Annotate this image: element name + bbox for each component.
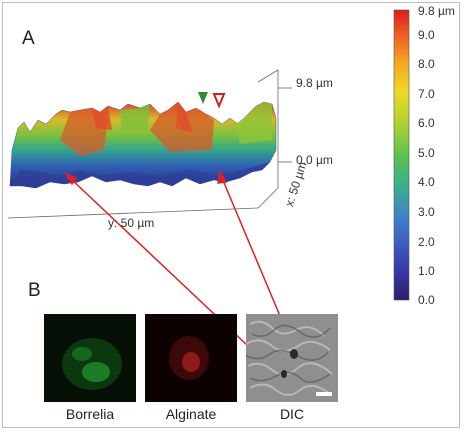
scale-bar: [316, 392, 332, 396]
panel-a-label: A: [22, 28, 35, 49]
panel-b-label: B: [28, 280, 41, 301]
colorbar-tick: 9.0: [418, 28, 435, 42]
z-zero-label: 0.0 µm: [296, 153, 333, 167]
y-axis-label: y: 50 µm: [108, 216, 155, 230]
borrelia-label: Borrelia: [65, 406, 115, 422]
figure-frame: [2, 2, 460, 428]
alginate-image: [145, 314, 237, 402]
plot-box-lines: [7, 69, 292, 219]
borrelia-image: [44, 314, 136, 402]
colorbar-tick: 9.8 µm: [418, 4, 455, 18]
colorbar: [393, 9, 410, 301]
colorbar-tick: 2.0: [418, 235, 435, 249]
colorbar-tick: 0.0: [418, 293, 435, 307]
dic-image: [246, 314, 338, 402]
z-top-label: 9.8 µm: [296, 76, 333, 90]
colorbar-tick: 4.0: [418, 175, 435, 189]
colorbar-tick: 1.0: [418, 264, 435, 278]
red-marker-icon: [212, 93, 226, 109]
colorbar-tick: 3.0: [418, 205, 435, 219]
colorbar-tick: 7.0: [418, 87, 435, 101]
alginate-label: Alginate: [165, 406, 217, 422]
surface-peaks: [12, 102, 272, 188]
green-marker-icon: [198, 92, 208, 104]
colorbar-tick: 8.0: [418, 57, 435, 71]
dic-label: DIC: [279, 406, 305, 422]
colorbar-tick: 6.0: [418, 116, 435, 130]
colorbar-tick: 5.0: [418, 146, 435, 160]
